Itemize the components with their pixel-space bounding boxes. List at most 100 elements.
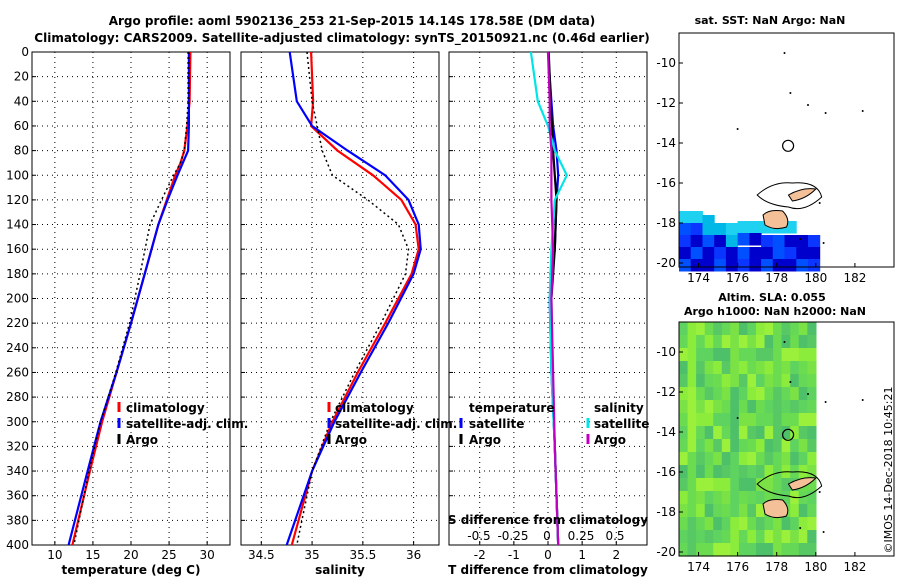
plot-layer: 10 15 20 25 30020406080100120140160180200220… xyxy=(6,45,866,574)
sla-cell xyxy=(704,322,714,336)
sla-cell xyxy=(764,335,774,349)
sla-cell xyxy=(773,413,783,427)
sla-cell xyxy=(781,387,791,401)
temperature-legend: climatology satellite-adj. clim. Argo xyxy=(117,401,248,447)
sla-cell xyxy=(747,530,757,544)
y-tick-label: 20 xyxy=(14,70,29,84)
sla-cell xyxy=(807,374,817,388)
x-tick-label: 36 xyxy=(406,548,421,562)
sla-cell xyxy=(807,413,817,427)
sla-cell xyxy=(687,361,697,375)
sst-cell xyxy=(808,259,821,272)
sla-cell xyxy=(704,439,714,453)
sla-cell xyxy=(798,400,808,414)
sst-cell xyxy=(679,211,692,224)
sla-cell xyxy=(764,465,774,479)
sla-cell xyxy=(679,361,689,375)
x-tick-label: 1 xyxy=(578,548,586,562)
sla-cell xyxy=(730,348,740,362)
sst-map-frame xyxy=(678,32,895,268)
sla-cell xyxy=(781,543,791,557)
sla-cell xyxy=(747,504,757,518)
title-line-2: Climatology: CARS2009. Satellite-adjuste… xyxy=(34,31,649,46)
sla-cell xyxy=(773,491,783,505)
sla-cell xyxy=(730,413,740,427)
legend-argo-label: Argo xyxy=(335,433,367,447)
sla-cell xyxy=(798,491,808,505)
s-difference-tick-label: 0.25 xyxy=(568,529,595,543)
islet-marker xyxy=(861,110,864,112)
sla-cell xyxy=(696,517,706,531)
reef-outline xyxy=(756,471,823,499)
sla-cell xyxy=(721,478,731,492)
sla-cell xyxy=(679,374,689,388)
y-tick-label: 100 xyxy=(6,168,29,182)
sla-cell xyxy=(704,543,714,557)
reef-outline xyxy=(756,182,823,210)
sla-cell xyxy=(756,517,766,531)
islet-marker xyxy=(799,527,802,529)
sla-cell xyxy=(730,543,740,557)
sla-cell xyxy=(721,348,731,362)
sla-cell xyxy=(747,361,757,375)
y-tick-label: 280 xyxy=(6,390,29,404)
sst-cell xyxy=(749,233,762,246)
legend-t-argo-label: Argo xyxy=(469,433,501,447)
sla-cell xyxy=(687,543,697,557)
t-difference-axis-label: T difference from climatology xyxy=(448,563,648,577)
sla-cell xyxy=(807,322,817,336)
salinity-panel-frame xyxy=(240,51,440,546)
series-line-satellite-adj-clim- xyxy=(67,52,190,546)
sla-cell xyxy=(798,413,808,427)
islet-marker xyxy=(807,393,809,395)
salinity-legend: climatology satellite-adj. clim. Argo xyxy=(327,401,457,447)
sla-cell xyxy=(773,530,783,544)
sla-cell xyxy=(696,504,706,518)
sla-cell xyxy=(738,504,749,518)
sla-cell xyxy=(756,387,766,401)
sst-cell xyxy=(796,247,809,260)
islet-marker xyxy=(736,417,739,419)
sst-cell xyxy=(702,247,715,260)
sla-cell xyxy=(798,517,808,531)
sla-cell xyxy=(704,426,714,440)
sla-cell xyxy=(738,348,749,362)
x-tick-label: -1 xyxy=(508,548,520,562)
sla-cell xyxy=(738,452,749,466)
map-x-tick-label: 176 xyxy=(726,271,749,285)
sla-cell xyxy=(807,530,817,544)
sla-cell xyxy=(679,413,689,427)
sla-cell xyxy=(756,426,766,440)
sla-cell xyxy=(747,335,757,349)
sla-cell xyxy=(756,543,766,557)
map-y-tick-label: -12 xyxy=(656,385,676,399)
sla-cell xyxy=(687,413,697,427)
sla-cell xyxy=(747,452,757,466)
sla-cell xyxy=(687,517,697,531)
sla-cell xyxy=(687,478,697,492)
sla-cell xyxy=(721,530,731,544)
sla-cell xyxy=(713,439,723,453)
sla-cell xyxy=(764,426,774,440)
sla-cell xyxy=(704,504,714,518)
sla-cell xyxy=(687,426,697,440)
sst-cell xyxy=(796,259,809,272)
sla-cell xyxy=(687,335,697,349)
sla-cell xyxy=(730,374,740,388)
island-viti-levu xyxy=(762,499,789,519)
sla-cell xyxy=(781,530,791,544)
sla-cell xyxy=(807,478,817,492)
sla-cell xyxy=(730,400,740,414)
sla-cell xyxy=(696,387,706,401)
series-line-argo xyxy=(73,52,189,546)
sla-cell xyxy=(730,491,740,505)
legend-climatology-label: climatology xyxy=(126,401,205,415)
title-line-1: Argo profile: aoml 5902136_253 21-Sep-20… xyxy=(109,14,596,29)
sst-cell xyxy=(725,259,739,272)
sla-cell xyxy=(790,426,800,440)
sla-cell xyxy=(764,361,774,375)
sla-cell xyxy=(730,517,740,531)
sla-cell xyxy=(790,387,800,401)
sla-map-content xyxy=(679,322,864,557)
sla-cell xyxy=(721,387,731,401)
